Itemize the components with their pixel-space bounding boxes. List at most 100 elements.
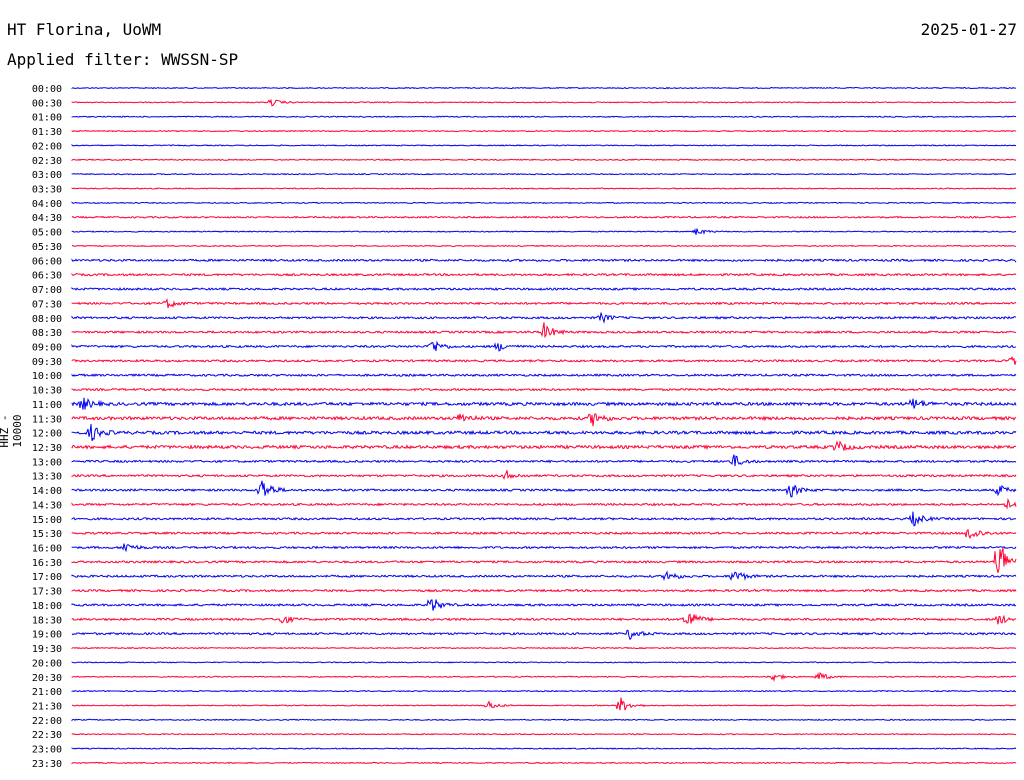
seismic-trace (71, 187, 1017, 190)
seismic-trace (71, 480, 1017, 498)
time-tick-label: 10:00 (32, 371, 62, 382)
seismic-trace (71, 413, 1017, 427)
time-tick-label: 12:30 (32, 443, 62, 454)
seismic-trace (71, 761, 1017, 765)
time-tick-label: 20:30 (32, 673, 62, 684)
time-tick-label: 07:30 (32, 299, 62, 310)
time-tick-label: 21:00 (32, 687, 62, 698)
time-tick-label: 13:30 (32, 472, 62, 483)
time-tick-label: 04:30 (32, 213, 62, 224)
seismic-trace (71, 286, 1017, 292)
seismic-trace (71, 423, 1017, 442)
seismic-trace (71, 258, 1017, 263)
seismic-trace (71, 373, 1017, 378)
seismic-trace (71, 629, 1017, 641)
time-tick-label: 03:00 (32, 170, 62, 181)
time-tick-label: 10:30 (32, 386, 62, 397)
time-tick-label: 12:00 (32, 429, 62, 440)
time-tick-label: 22:30 (32, 730, 62, 741)
time-tick-label: 16:00 (32, 544, 62, 555)
seismic-trace (71, 547, 1017, 573)
time-tick-label: 04:00 (32, 199, 62, 210)
time-tick-label: 01:30 (32, 127, 62, 138)
seismic-trace (71, 511, 1017, 527)
seismic-trace (71, 672, 1017, 682)
time-tick-label: 15:00 (32, 515, 62, 526)
time-tick-label: 08:00 (32, 314, 62, 325)
time-tick-label: 08:30 (32, 328, 62, 339)
seismic-trace (71, 173, 1017, 176)
seismic-trace (71, 115, 1017, 118)
seismic-trace (71, 98, 1016, 107)
seismic-trace (71, 689, 1017, 693)
time-tick-label: 19:00 (32, 630, 62, 641)
time-tick-label: 23:00 (32, 745, 62, 756)
seismic-trace (71, 272, 1017, 277)
seismic-trace (71, 570, 1017, 582)
time-tick-label: 14:30 (32, 500, 62, 511)
time-tick-label: 19:30 (32, 644, 62, 655)
time-tick-label: 21:30 (32, 701, 62, 712)
seismic-trace (71, 129, 1017, 133)
time-tick-label: 11:00 (32, 400, 62, 411)
seismic-trace (71, 588, 1017, 593)
seismic-trace (71, 143, 1017, 147)
seismic-trace (71, 340, 1017, 352)
time-tick-label: 18:00 (32, 601, 62, 612)
filter-label: Applied filter: WWSSN-SP (7, 50, 239, 69)
time-tick-label: 09:00 (32, 342, 62, 353)
time-tick-label: 14:00 (32, 486, 62, 497)
seismic-trace (71, 227, 1017, 235)
time-tick-label: 02:30 (32, 156, 62, 167)
seismic-trace (71, 747, 1017, 750)
seismic-trace (71, 454, 1017, 467)
seismic-trace (71, 646, 1017, 650)
seismic-trace (71, 397, 1017, 410)
seismic-trace (71, 718, 1017, 722)
time-tick-label: 15:30 (32, 529, 62, 540)
seismic-trace (71, 440, 1017, 451)
time-tick-label: 17:30 (32, 587, 62, 598)
seismic-trace (71, 733, 1016, 736)
time-tick-label: 00:00 (32, 84, 62, 95)
seismic-trace (71, 387, 1017, 392)
seismic-trace (71, 86, 1016, 90)
time-tick-label: 06:30 (32, 271, 62, 282)
time-tick-label: 05:00 (32, 228, 62, 239)
seismic-trace (71, 599, 1017, 611)
time-tick-label: 06:00 (32, 256, 62, 267)
seismic-trace (71, 613, 1017, 625)
time-tick-label: 11:30 (32, 414, 62, 425)
seismic-trace (71, 697, 1017, 711)
time-tick-label: 17:00 (32, 572, 62, 583)
time-tick-label: 23:30 (32, 759, 62, 770)
time-tick-label: 13:00 (32, 457, 62, 468)
seismic-trace (71, 470, 1017, 480)
seismic-trace (71, 661, 1017, 664)
time-tick-label: 00:30 (32, 98, 62, 109)
time-tick-label: 20:00 (32, 658, 62, 669)
time-tick-label: 18:30 (32, 615, 62, 626)
time-tick-label: 16:30 (32, 558, 62, 569)
time-tick-label: 03:30 (32, 185, 62, 196)
time-tick-label: 05:30 (32, 242, 62, 253)
seismic-trace (71, 312, 1017, 324)
seismic-trace (71, 322, 1017, 339)
seismic-trace (71, 543, 1017, 553)
time-tick-label: 02:00 (32, 141, 62, 152)
seismic-trace (71, 497, 1017, 510)
seismic-trace (71, 215, 1017, 219)
time-tick-label: 01:00 (32, 113, 62, 124)
seismic-trace (71, 158, 1017, 162)
seismic-trace (71, 355, 1017, 365)
seismic-trace (71, 528, 1017, 540)
time-tick-label: 07:00 (32, 285, 62, 296)
time-tick-label: 09:30 (32, 357, 62, 368)
time-tick-label: 22:00 (32, 716, 62, 727)
seismic-trace (71, 201, 1017, 205)
station-title: HT Florina, UoWM (7, 20, 162, 39)
plot-date: 2025-01-27 (920, 20, 1017, 39)
seismic-trace (71, 298, 1017, 309)
seismic-trace (71, 244, 1017, 248)
